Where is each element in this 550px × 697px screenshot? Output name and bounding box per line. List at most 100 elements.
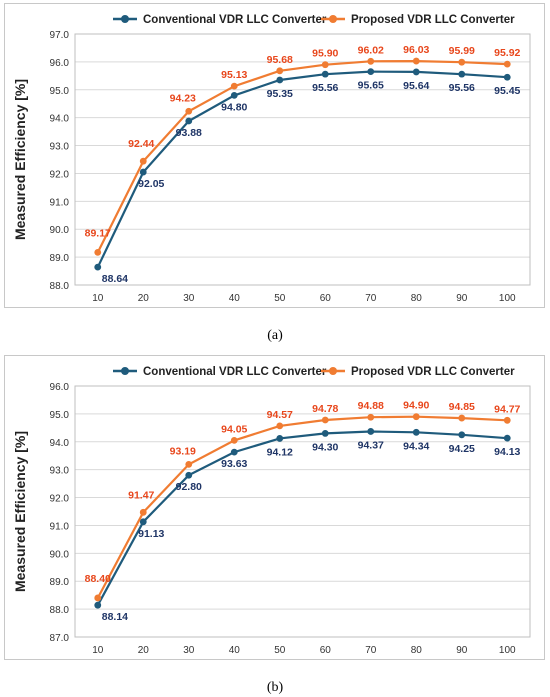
chart0-y-axis-label: Measured Efficiency [%] <box>12 79 28 240</box>
chart1-series-0-point-2 <box>185 471 193 479</box>
chart1-series-line-0 <box>96 430 508 606</box>
chart0-x-tick-label-4: 50 <box>274 293 286 304</box>
chart-panel-a: 88.0 89.0 90.0 91.0 92.0 93.0 94.0 95.0 96.0 97.0… <box>4 3 545 308</box>
chart1-series-0-data-label-8: 94.25 <box>449 443 475 455</box>
chart1-x-tick-label-8: 90 <box>456 645 468 656</box>
chart0-series-1-point-2 <box>185 107 193 115</box>
chart0-legend-label-0: Conventional VDR LLC Converter <box>143 14 327 26</box>
chart1-series-1-point-3 <box>230 436 238 444</box>
chart1-series-1-point-9 <box>503 416 511 424</box>
chart0-y-tick-label-1: 89.0 <box>50 253 70 264</box>
chart1-legend-marker-0 <box>121 367 129 375</box>
chart0-series-0-data-label-1: 92.05 <box>138 178 164 190</box>
chart0-x-tick-label-6: 70 <box>365 293 377 304</box>
chart0-series-0-data-label-0: 88.64 <box>102 273 128 285</box>
chart0-series-1-data-label-7: 96.03 <box>403 44 429 56</box>
chart1-y-tick-label-9: 96.0 <box>50 382 70 393</box>
chart0-x-tick-label-3: 40 <box>229 293 241 304</box>
chart1-y-tick-label-7: 94.0 <box>50 438 70 449</box>
chart0-series-1-point-5 <box>321 61 329 69</box>
chart0-series-1-data-label-3: 95.13 <box>221 69 247 81</box>
chart1-series-0-point-7 <box>412 428 420 436</box>
chart1-series-1-data-label-6: 94.88 <box>358 400 384 412</box>
chart1-x-tick-label-7: 80 <box>411 645 423 656</box>
chart0-series-1-data-label-6: 96.02 <box>358 44 384 56</box>
efficiency-chart-a: 88.0 89.0 90.0 91.0 92.0 93.0 94.0 95.0 96.0 97.0… <box>12 14 531 304</box>
chart1-x-tick-label-5: 60 <box>320 645 332 656</box>
chart1-series-0-data-label-3: 93.63 <box>221 458 247 470</box>
chart1-x-tick-label-3: 40 <box>229 645 241 656</box>
chart0-series-1-data-label-9: 95.92 <box>494 47 520 59</box>
chart0-series-0-data-label-4: 95.35 <box>267 88 293 100</box>
chart1-series-1-data-label-4: 94.57 <box>267 409 293 421</box>
chart0-series-1-data-label-1: 92.44 <box>128 138 154 150</box>
chart1-series-0-data-label-0: 88.14 <box>102 611 128 623</box>
chart1-series-1-data-label-0: 88.40 <box>85 573 111 585</box>
chart0-series-0-point-7 <box>412 68 420 76</box>
chart0-series-0-point-5 <box>321 70 329 78</box>
chart1-series-line-1 <box>96 415 508 599</box>
chart1-x-tick-label-6: 70 <box>365 645 377 656</box>
chart0-series-1-point-4 <box>276 67 284 75</box>
chart0-series-0-data-label-8: 95.56 <box>449 82 475 94</box>
chart0-series-0-point-0 <box>94 263 102 271</box>
chart1-series-0-data-label-2: 92.80 <box>176 481 202 493</box>
chart1-series-1-point-8 <box>458 414 466 422</box>
chart0-series-0-point-6 <box>367 68 375 76</box>
chart0-series-1-point-8 <box>458 58 466 66</box>
chart1-series-1-data-label-3: 94.05 <box>221 423 247 435</box>
chart0-series-1-point-3 <box>230 82 238 90</box>
chart1-series-1-data-label-5: 94.78 <box>312 403 338 415</box>
chart0-y-tick-label-8: 96.0 <box>50 58 70 69</box>
chart0-x-tick-label-0: 10 <box>92 293 104 304</box>
chart0-y-tick-label-5: 93.0 <box>50 142 70 153</box>
chart0-series-1-point-9 <box>503 60 511 68</box>
chart-caption-a: (a) <box>267 328 283 343</box>
chart0-x-tick-label-1: 20 <box>138 293 150 304</box>
chart0-y-tick-label-0: 88.0 <box>50 281 70 292</box>
chart0-x-tick-label-7: 80 <box>411 293 423 304</box>
chart0-series-0-point-9 <box>503 73 511 81</box>
chart0-x-tick-label-2: 30 <box>183 293 195 304</box>
chart0-plot-frame <box>74 33 531 286</box>
chart1-series-1-point-7 <box>412 413 420 421</box>
chart1-series-1-point-6 <box>367 413 375 421</box>
chart1-series-1-point-1 <box>139 508 147 516</box>
chart0-y-tick-label-4: 92.0 <box>50 169 70 180</box>
chart0-series-1-point-0 <box>94 248 102 256</box>
chart1-series-0-data-label-7: 94.34 <box>403 440 429 452</box>
chart0-series-0-point-8 <box>458 70 466 78</box>
chart1-series-1-point-0 <box>94 594 102 602</box>
chart0-series-0-data-label-2: 93.88 <box>176 127 202 139</box>
chart0-series-line-1 <box>96 59 508 253</box>
chart0-series-line-0 <box>96 70 508 268</box>
chart1-x-tick-label-2: 30 <box>183 645 195 656</box>
chart0-series-1-data-label-2: 94.23 <box>170 92 196 104</box>
chart1-y-tick-label-5: 92.0 <box>50 494 70 505</box>
chart1-x-tick-label-0: 10 <box>92 645 104 656</box>
chart0-series-1-point-6 <box>367 57 375 65</box>
chart0-series-0-data-label-5: 95.56 <box>312 82 338 94</box>
chart0-y-tick-label-7: 95.0 <box>50 86 70 97</box>
chart0-series-0-point-3 <box>230 91 238 99</box>
chart1-series-0-data-label-9: 94.13 <box>494 446 520 458</box>
chart0-x-tick-label-8: 90 <box>456 293 468 304</box>
chart1-y-axis-label: Measured Efficiency [%] <box>12 431 28 592</box>
chart1-series-0-point-6 <box>367 428 375 435</box>
chart1-series-0-point-9 <box>503 434 511 442</box>
chart0-series-0-data-label-6: 95.65 <box>358 80 384 92</box>
chart1-x-tick-label-4: 50 <box>274 645 286 656</box>
chart1-legend-label-1: Proposed VDR LLC Converter <box>351 366 515 378</box>
chart0-series-0-data-label-7: 95.64 <box>403 80 429 92</box>
chart1-y-tick-label-2: 89.0 <box>50 577 70 588</box>
chart1-series-1-data-label-9: 94.77 <box>494 403 520 415</box>
chart-caption-b: (b) <box>266 680 284 695</box>
chart0-x-tick-label-5: 60 <box>320 293 332 304</box>
chart1-series-1-data-label-2: 93.19 <box>170 445 196 457</box>
chart0-series-1-data-label-4: 95.68 <box>267 54 293 66</box>
chart1-y-tick-label-4: 91.0 <box>50 521 70 532</box>
chart1-y-tick-label-1: 88.0 <box>50 605 70 616</box>
chart1-x-tick-label-1: 20 <box>138 645 150 656</box>
chart0-y-tick-label-9: 97.0 <box>50 30 70 41</box>
chart0-series-1-data-label-0: 89.17 <box>85 227 111 239</box>
